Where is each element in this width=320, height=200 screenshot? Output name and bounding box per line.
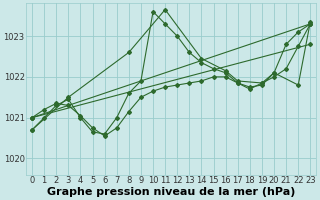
X-axis label: Graphe pression niveau de la mer (hPa): Graphe pression niveau de la mer (hPa) [47, 187, 295, 197]
